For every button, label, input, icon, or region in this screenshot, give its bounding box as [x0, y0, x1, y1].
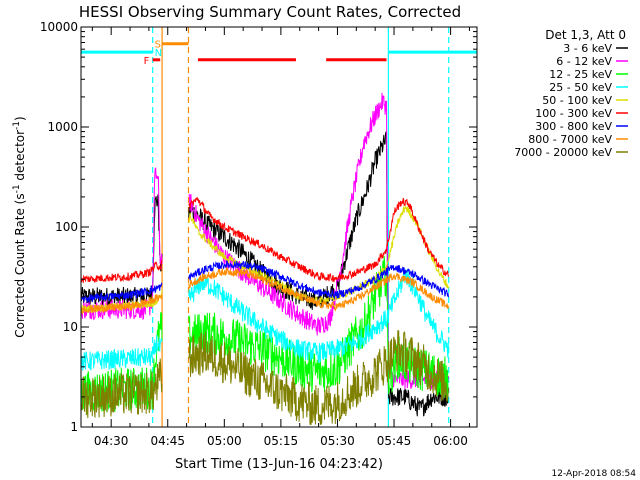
flag-bars: SNF	[81, 40, 477, 67]
series-line-3	[81, 269, 449, 371]
x-tick-label-2: 05:00	[207, 434, 242, 448]
legend-title: Det 1,3, Att 0	[545, 28, 626, 42]
legend-label-3: 25 - 50 keV	[549, 81, 612, 94]
y-axis-label-exp2: -1	[12, 121, 22, 130]
flag-label-f: F	[144, 56, 150, 67]
x-tick-label-3: 05:15	[264, 434, 299, 448]
chart-title: HESSI Observing Summary Count Rates, Cor…	[79, 3, 461, 21]
x-tick-label-6: 06:00	[433, 434, 468, 448]
y-tick-label-2: 100	[55, 220, 78, 234]
y-axis-label-mid: detector	[13, 130, 27, 185]
x-tick-label-1: 04:45	[150, 434, 185, 448]
series-line-5	[81, 197, 449, 283]
y-axis-label-end: )	[13, 116, 27, 121]
flag-label-s: S	[155, 40, 161, 51]
legend-label-4: 50 - 100 keV	[542, 94, 612, 107]
legend-label-1: 6 - 12 keV	[556, 55, 612, 68]
x-tick-label-0: 04:30	[94, 434, 129, 448]
y-tick-label-0: 1	[70, 420, 78, 434]
x-tick-label-5: 05:45	[377, 434, 412, 448]
legend-label-0: 3 - 6 keV	[563, 42, 612, 55]
legend-label-2: 12 - 25 keV	[549, 68, 612, 81]
timestamp: 12-Apr-2018 08:54	[552, 469, 637, 479]
x-tick-label-4: 05:30	[320, 434, 355, 448]
series-line-8	[81, 330, 449, 426]
x-axis: 04:30 04:45 05:00 05:15 05:30 05:45 06:00	[91, 27, 470, 448]
y-axis-label-exp1: -1	[12, 184, 22, 193]
series-line-7	[81, 267, 449, 315]
legend-label-6: 300 - 800 keV	[535, 120, 612, 133]
legend-label-7: 800 - 7000 keV	[528, 133, 612, 146]
y-axis-label: Corrected Count Rate (s-1 detector-1)	[12, 116, 27, 337]
y-tick-label-4: 10000	[40, 20, 78, 34]
y-axis: 1 10 100 1000 10000	[40, 20, 477, 434]
series-layer	[81, 92, 449, 426]
series-line-6	[81, 260, 449, 304]
legend-label-8: 7000 - 20000 keV	[514, 146, 612, 159]
legend-label-5: 100 - 300 keV	[535, 107, 612, 120]
x-axis-label: Start Time (13-Jun-16 04:23:42)	[175, 457, 383, 472]
flag-label-n: N	[155, 48, 162, 59]
y-tick-label-3: 1000	[47, 120, 78, 134]
y-axis-label-main: Corrected Count Rate (s	[13, 193, 27, 337]
y-tick-label-1: 10	[63, 320, 78, 334]
